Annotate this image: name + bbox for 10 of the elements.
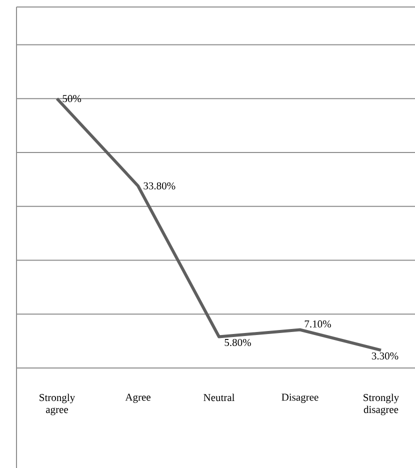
data-label: 50%: [62, 95, 82, 102]
data-label: 3.30%: [372, 352, 398, 360]
data-label: 33.80%: [144, 182, 176, 190]
x-tick-label: Disagree: [282, 394, 318, 403]
data-label: 7.10%: [304, 320, 331, 328]
x-tick-label: Strongly agree: [40, 394, 76, 416]
x-tick-label: Neutral: [204, 394, 235, 402]
data-label: 5.80%: [224, 338, 251, 346]
x-tick-label: Strongly disagree: [364, 394, 400, 416]
x-tick-label: Agree: [125, 394, 150, 403]
